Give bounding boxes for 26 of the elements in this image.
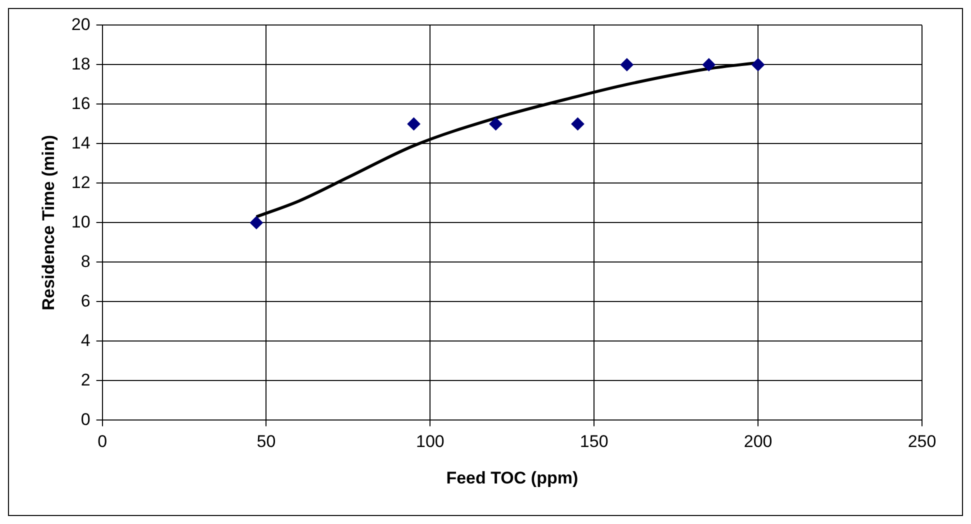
x-axis-title: Feed TOC (ppm) <box>446 468 578 488</box>
y-tick-label: 6 <box>80 291 90 310</box>
point <box>571 117 584 130</box>
point <box>620 58 634 72</box>
y-tick-label: 16 <box>71 94 90 113</box>
point <box>407 117 420 130</box>
x-tick-label: 0 <box>98 432 108 452</box>
y-tick-label: 2 <box>80 370 90 390</box>
y-tick-label: 18 <box>71 54 90 74</box>
y-tick-label: 20 <box>71 14 90 34</box>
x-tick-label: 100 <box>416 432 444 452</box>
y-tick-label: 12 <box>71 172 90 192</box>
y-tick-label: 10 <box>71 212 90 232</box>
y-tick-label: 0 <box>80 410 90 429</box>
x-tick-label: 50 <box>256 432 276 452</box>
y-tick-label: 8 <box>80 252 90 271</box>
y-axis-title: Residence Time (min) <box>38 134 58 310</box>
y-tick-label: 4 <box>80 330 90 350</box>
x-tick-label: 150 <box>580 432 608 452</box>
y-tick-label: 14 <box>71 133 90 152</box>
point <box>250 216 263 230</box>
x-tick-label: 250 <box>908 432 936 452</box>
point <box>702 58 716 72</box>
point <box>489 117 502 130</box>
point <box>752 58 765 72</box>
x-tick-label: 200 <box>744 432 772 452</box>
